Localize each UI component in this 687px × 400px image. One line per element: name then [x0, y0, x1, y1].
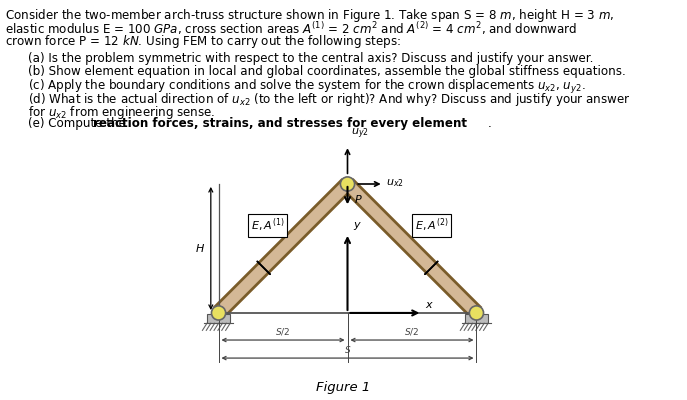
- Text: (b) Show element equation in local and global coordinates, assemble the global s: (b) Show element equation in local and g…: [28, 65, 626, 78]
- Text: $E, A^{(2)}$: $E, A^{(2)}$: [414, 216, 448, 234]
- Text: (c) Apply the boundary conditions and solve the system for the crown displacemen: (c) Apply the boundary conditions and so…: [28, 78, 585, 96]
- Text: $x$: $x$: [425, 300, 433, 310]
- Text: (d) What is the actual direction of $u_{x2}$ (to the left or right)? And why? Di: (d) What is the actual direction of $u_{…: [28, 91, 631, 108]
- Text: (e) Compute the: (e) Compute the: [28, 117, 130, 130]
- Text: .: .: [488, 117, 492, 130]
- Text: $S$: $S$: [344, 344, 351, 355]
- Text: Figure 1: Figure 1: [317, 381, 370, 394]
- Bar: [207, 314, 230, 323]
- Text: Consider the two-member arch-truss structure shown in Figure 1. Take span S = 8 : Consider the two-member arch-truss struc…: [5, 7, 614, 24]
- Text: elastic modulus E = 100 $\mathit{GPa}$, cross section areas $A^{(1)}$ = 2 $\math: elastic modulus E = 100 $\mathit{GPa}$, …: [5, 20, 577, 37]
- Text: $E, A^{(1)}$: $E, A^{(1)}$: [251, 216, 284, 234]
- Circle shape: [340, 177, 354, 191]
- Text: $S/2$: $S/2$: [405, 326, 420, 337]
- Text: for $u_{x2}$ from engineering sense.: for $u_{x2}$ from engineering sense.: [28, 104, 216, 121]
- Text: $y$: $y$: [352, 220, 361, 232]
- Text: reaction forces, strains, and stresses for every element: reaction forces, strains, and stresses f…: [93, 117, 467, 130]
- Text: $H$: $H$: [196, 242, 205, 254]
- Circle shape: [469, 306, 484, 320]
- Text: $u_{x2}$: $u_{x2}$: [386, 177, 404, 189]
- Text: $u_{y2}$: $u_{y2}$: [351, 127, 369, 142]
- Text: $P$: $P$: [354, 194, 363, 206]
- Text: (a) Is the problem symmetric with respect to the central axis? Discuss and justi: (a) Is the problem symmetric with respec…: [28, 52, 594, 65]
- Text: $S/2$: $S/2$: [275, 326, 291, 337]
- Text: crown force P = 12 $\mathit{kN}$. Using FEM to carry out the following steps:: crown force P = 12 $\mathit{kN}$. Using …: [5, 33, 401, 50]
- Circle shape: [212, 306, 225, 320]
- Bar: [465, 314, 488, 323]
